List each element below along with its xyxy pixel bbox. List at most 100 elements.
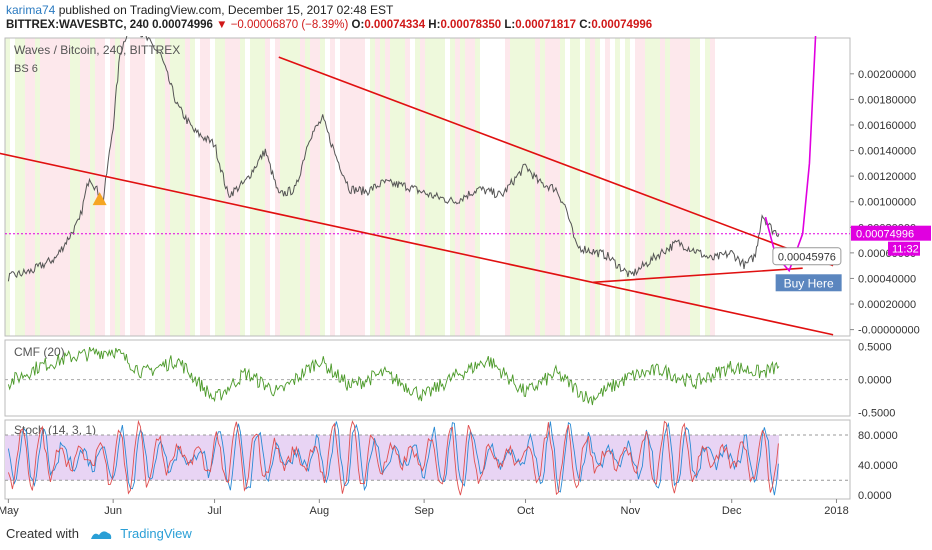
background-band <box>175 38 180 336</box>
stoch-tick-label: 80.0000 <box>858 430 898 442</box>
background-band <box>170 38 175 336</box>
background-band <box>80 38 85 336</box>
background-band <box>190 38 195 336</box>
background-band <box>675 38 680 336</box>
background-band <box>30 38 35 336</box>
high-value: 0.00078350 <box>440 19 502 31</box>
price-series-line <box>7 36 780 282</box>
background-band <box>255 38 260 336</box>
last-price: 0.00074996 <box>152 19 213 31</box>
background-band <box>690 38 695 336</box>
y-tick-label: 0.00180000 <box>858 94 916 106</box>
buy-here-label: Buy Here <box>784 276 834 290</box>
price-change: −0.00006870 (−8.39%) <box>230 19 349 31</box>
background-band <box>680 38 685 336</box>
background-band <box>655 38 660 336</box>
background-band <box>320 38 325 336</box>
y-tick-label: 0.00040000 <box>858 273 916 285</box>
background-band <box>260 38 265 336</box>
background-band <box>455 38 460 336</box>
background-band <box>235 38 240 336</box>
time-axis-label: 11:32 <box>892 244 919 256</box>
background-band <box>230 38 235 336</box>
y-tick-label: 0.00200000 <box>858 69 916 81</box>
callout-label: 0.00045976 <box>778 252 836 264</box>
background-band <box>590 38 595 336</box>
background-band <box>695 38 700 336</box>
triangle-down-icon: ▼ <box>216 19 228 31</box>
y-tick-label: -0.00000000 <box>858 325 920 337</box>
trendline <box>593 267 803 284</box>
stoch-band <box>5 435 780 481</box>
triangle-up-marker <box>92 192 107 206</box>
pane-border <box>4 37 851 337</box>
background-band <box>285 38 290 336</box>
background-band <box>525 38 530 336</box>
background-band <box>615 38 620 336</box>
stoch-tick-label: 40.0000 <box>858 460 898 472</box>
background-band <box>45 38 50 336</box>
background-band <box>570 38 575 336</box>
background-band <box>240 38 245 336</box>
x-tick-label: 2018 <box>824 505 848 517</box>
x-tick-label: Jul <box>208 505 222 517</box>
background-band <box>160 38 165 336</box>
x-tick-label: Sep <box>414 505 434 517</box>
background-band <box>420 38 425 336</box>
background-band <box>440 38 445 336</box>
background-band <box>50 38 55 336</box>
x-tick-label: Jun <box>104 505 122 517</box>
background-band <box>535 38 540 336</box>
background-band <box>130 38 135 336</box>
background-band <box>205 38 210 336</box>
low-label: L: <box>504 19 516 31</box>
symbol-name: BITTREX:WAVESBTC, 240 <box>6 19 149 31</box>
stoch-tick-label: 0.0000 <box>858 490 892 502</box>
background-band <box>515 38 520 336</box>
time-axis-tag <box>888 241 920 256</box>
background-band <box>460 38 465 336</box>
background-band <box>355 38 360 336</box>
background-band <box>390 38 395 336</box>
background-band <box>305 38 310 336</box>
background-band <box>385 38 390 336</box>
background-band <box>20 38 25 336</box>
background-band <box>295 38 300 336</box>
background-band <box>370 38 375 336</box>
x-tick-label: Oct <box>517 505 534 517</box>
buy-here-box <box>775 274 842 292</box>
close-value: 0.00074996 <box>591 19 653 31</box>
open-value: 0.00074334 <box>364 19 426 31</box>
background-band <box>115 38 120 336</box>
background-band <box>405 38 410 336</box>
chart-title: Waves / Bitcoin, 240, BITTREX <box>14 43 180 57</box>
background-band <box>640 38 645 336</box>
background-band <box>250 38 255 336</box>
background-band <box>595 38 600 336</box>
tradingview-brand[interactable]: TradingView <box>120 526 192 541</box>
background-band <box>315 38 320 336</box>
author-link[interactable]: karima74 <box>6 3 56 17</box>
background-band <box>220 38 225 336</box>
background-band <box>300 38 305 336</box>
chart-subtitle: BS 6 <box>14 63 38 75</box>
background-band <box>25 38 30 336</box>
background-band <box>435 38 440 336</box>
x-tick-label: Nov <box>621 505 641 517</box>
background-band <box>120 38 125 336</box>
trendline <box>0 152 834 336</box>
symbol-line: BITTREX:WAVESBTC, 240 0.00074996 ▼ −0.00… <box>6 19 652 31</box>
background-band <box>345 38 350 336</box>
background-band <box>35 38 40 336</box>
background-band <box>510 38 515 336</box>
projection-curve <box>764 36 817 273</box>
footer: Created with TradingView <box>6 526 192 542</box>
stoch-title: Stoch (14, 3, 1) <box>14 423 96 437</box>
background-band <box>110 38 115 336</box>
background-band <box>330 38 335 336</box>
background-band <box>540 38 545 336</box>
background-band <box>90 38 95 336</box>
x-tick-label: May <box>0 505 19 517</box>
chart-canvas[interactable]: 0.00200000 0.00180000 0.00160000 0.00140000… <box>0 36 932 520</box>
price-axis-tag <box>851 225 931 241</box>
